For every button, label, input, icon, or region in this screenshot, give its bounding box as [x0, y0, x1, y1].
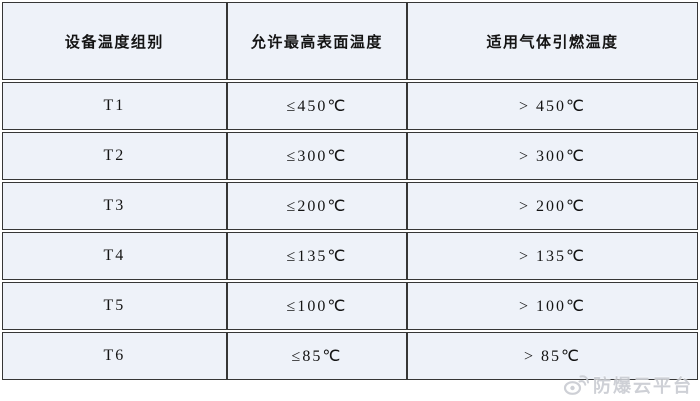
- table-row: T6 ≤85℃ > 85℃: [2, 332, 698, 380]
- table-row: T4 ≤135℃ > 135℃: [2, 232, 698, 280]
- cell-ignition: > 85℃: [407, 332, 698, 380]
- table-frame: 设备温度组别 允许最高表面温度 适用气体引燃温度 T1 ≤450℃ > 450℃…: [2, 0, 698, 382]
- col-header-device-temp-group: 设备温度组别: [2, 2, 227, 80]
- table-row: T5 ≤100℃ > 100℃: [2, 282, 698, 330]
- cell-max-surface: ≤85℃: [226, 332, 408, 380]
- col-header-gas-ignition-temp: 适用气体引燃温度: [407, 2, 698, 80]
- cell-max-surface: ≤200℃: [226, 182, 408, 230]
- header-row: 设备温度组别 允许最高表面温度 适用气体引燃温度: [2, 2, 698, 80]
- cell-group: T5: [2, 282, 227, 330]
- cell-group: T4: [2, 232, 227, 280]
- col-header-max-surface-temp: 允许最高表面温度: [226, 2, 408, 80]
- cell-max-surface: ≤450℃: [226, 82, 408, 130]
- table-row: T2 ≤300℃ > 300℃: [2, 132, 698, 180]
- cell-ignition: > 450℃: [407, 82, 698, 130]
- cell-group: T3: [2, 182, 227, 230]
- cell-max-surface: ≤300℃: [226, 132, 408, 180]
- cell-group: T6: [2, 332, 227, 380]
- cell-max-surface: ≤100℃: [226, 282, 408, 330]
- cell-group: T1: [2, 82, 227, 130]
- cell-max-surface: ≤135℃: [226, 232, 408, 280]
- table-row: T1 ≤450℃ > 450℃: [2, 82, 698, 130]
- cell-ignition: > 100℃: [407, 282, 698, 330]
- cell-ignition: > 135℃: [407, 232, 698, 280]
- temperature-class-table: 设备温度组别 允许最高表面温度 适用气体引燃温度 T1 ≤450℃ > 450℃…: [2, 0, 698, 382]
- cell-ignition: > 200℃: [407, 182, 698, 230]
- cell-group: T2: [2, 132, 227, 180]
- table-row: T3 ≤200℃ > 200℃: [2, 182, 698, 230]
- cell-ignition: > 300℃: [407, 132, 698, 180]
